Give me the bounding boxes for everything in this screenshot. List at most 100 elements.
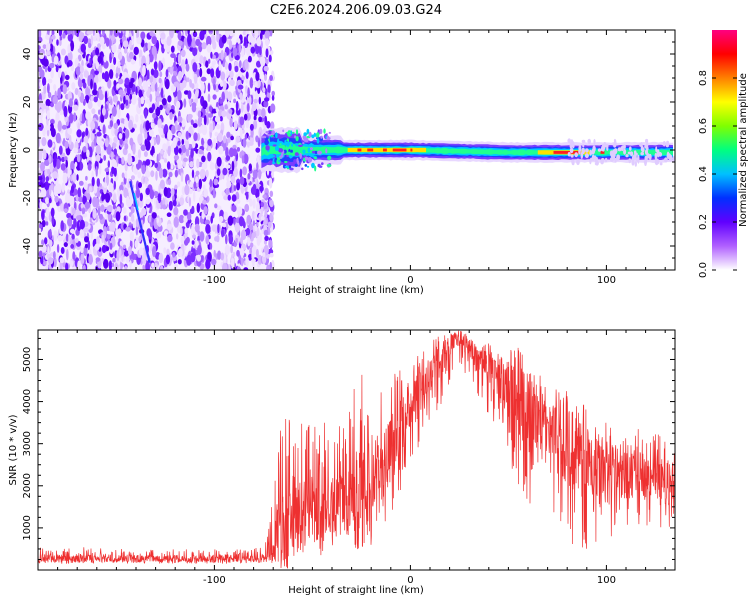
noise-blob: [251, 210, 256, 221]
noise-blob: [43, 85, 47, 95]
noise-blob: [144, 176, 148, 185]
signal-haze: [631, 160, 635, 166]
noise-blob: [171, 187, 175, 197]
noise-blob: [196, 202, 200, 213]
signal-speckle: [295, 135, 299, 142]
noise-blob: [69, 260, 74, 267]
colorbar-tick-label: 0.4: [698, 166, 709, 182]
noise-blob: [113, 148, 118, 156]
noise-blob: [67, 30, 72, 36]
noise-blob: [258, 169, 262, 180]
noise-blob: [48, 154, 52, 164]
noise-blob: [135, 218, 140, 228]
signal-speckle: [272, 161, 276, 165]
noise-blob: [248, 163, 252, 172]
noise-blob: [79, 73, 84, 80]
noise-blob: [263, 229, 269, 237]
noise-blob: [44, 66, 48, 73]
noise-blob: [111, 44, 117, 53]
noise-blob: [236, 199, 241, 204]
noise-blob: [202, 199, 207, 205]
noise-blob: [225, 146, 229, 158]
noise-blob: [139, 123, 143, 135]
noise-blob: [183, 215, 188, 223]
noise-blob: [251, 30, 256, 37]
noise-blob: [207, 82, 211, 93]
noise-blob: [178, 214, 185, 224]
signal-speckle: [261, 138, 266, 143]
signal-speckle: [304, 164, 308, 167]
noise-blob: [144, 131, 148, 140]
signal-speckle: [285, 141, 291, 145]
noise-blob: [117, 52, 123, 60]
x-tick-label: 100: [597, 275, 616, 286]
noise-blob: [117, 157, 122, 164]
noise-blob: [241, 47, 245, 58]
noise-blob: [266, 264, 271, 270]
noise-blob: [163, 151, 167, 160]
noise-blob: [124, 117, 129, 129]
noise-blob: [159, 83, 162, 93]
noise-blob: [217, 132, 223, 143]
noise-blob: [243, 102, 246, 113]
noise-blob: [112, 257, 116, 263]
signal-speckle: [299, 153, 303, 159]
noise-blob: [180, 172, 184, 183]
noise-blob: [134, 240, 139, 249]
y-tick-label: 40: [22, 48, 33, 61]
signal-haze: [587, 138, 591, 144]
noise-blob: [122, 244, 127, 249]
noise-blob: [240, 103, 244, 113]
x-tick-label: 0: [407, 275, 413, 286]
noise-blob: [168, 171, 173, 178]
signal-speckle: [302, 149, 306, 154]
noise-blob: [203, 56, 207, 62]
noise-blob: [160, 87, 164, 99]
noise-blob: [243, 113, 248, 121]
noise-blob: [268, 54, 272, 63]
noise-blob: [174, 184, 178, 190]
noise-blob: [236, 249, 240, 257]
noise-blob: [269, 190, 274, 197]
noise-blob: [264, 115, 268, 126]
noise-blob: [233, 98, 237, 104]
noise-blob: [269, 177, 273, 189]
colorbar-tick-label: 0.6: [698, 118, 709, 134]
signal-speckle: [267, 130, 272, 135]
noise-blob: [104, 138, 109, 148]
noise-blob: [50, 127, 56, 138]
signal-haze: [574, 152, 578, 158]
noise-blob: [79, 65, 84, 74]
signal-haze: [623, 144, 626, 150]
noise-blob: [161, 98, 167, 106]
noise-blob: [167, 130, 173, 141]
signal-speckle: [277, 138, 280, 145]
noise-blob: [177, 53, 182, 65]
noise-blob: [212, 94, 217, 100]
noise-blob: [107, 204, 113, 212]
signal-speckle: [279, 143, 282, 146]
noise-blob: [226, 91, 233, 102]
noise-blob: [265, 38, 270, 47]
noise-blob: [209, 178, 213, 188]
noise-blob: [261, 108, 266, 119]
noise-blob: [163, 158, 168, 163]
signal-speckle: [274, 145, 280, 152]
noise-blob: [73, 104, 79, 111]
noise-blob: [252, 220, 256, 227]
noise-blob: [191, 169, 195, 179]
signal-speckle: [314, 150, 318, 155]
noise-blob: [263, 214, 267, 225]
noise-blob: [38, 163, 41, 169]
noise-blob: [136, 188, 141, 199]
colorbar-tick-label: 0.0: [698, 262, 709, 278]
noise-blob: [163, 267, 169, 270]
noise-blob: [197, 244, 202, 255]
noise-blob: [67, 127, 73, 135]
noise-blob: [210, 68, 215, 78]
noise-blob: [173, 61, 177, 68]
signal-speckle: [303, 132, 308, 137]
noise-blob: [108, 182, 114, 194]
noise-blob: [259, 185, 264, 192]
noise-blob: [187, 90, 192, 100]
